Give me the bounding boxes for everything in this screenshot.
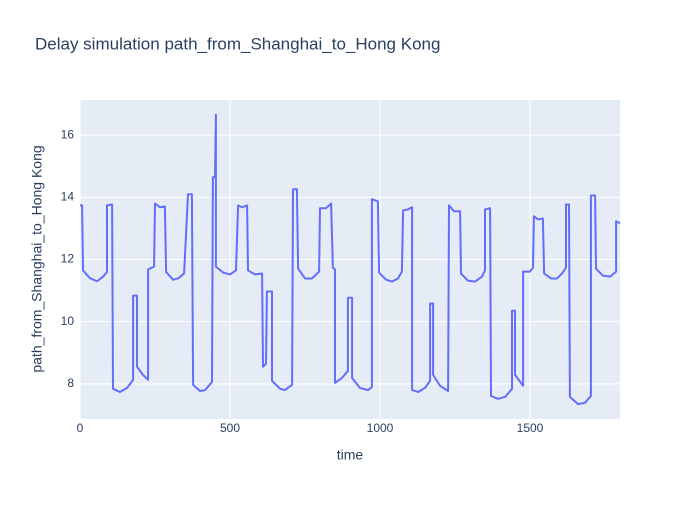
line-series [80, 113, 621, 406]
x-axis-label: time [337, 447, 364, 463]
y-tick-label: 10 [61, 314, 75, 328]
y-tick-label: 14 [61, 189, 75, 203]
x-tick-label: 1000 [367, 421, 394, 435]
y-tick-label: 16 [61, 127, 75, 141]
x-tick-label: 0 [77, 421, 84, 435]
y-axis-label: path_from_Shanghai_to_Hong Kong [29, 145, 45, 372]
y-tick-label: 12 [61, 252, 75, 266]
x-tick-label: 500 [220, 421, 240, 435]
x-tick-label: 1500 [517, 421, 544, 435]
y-tick-label: 8 [67, 376, 74, 390]
chart-title: Delay simulation path_from_Shanghai_to_H… [35, 34, 440, 53]
